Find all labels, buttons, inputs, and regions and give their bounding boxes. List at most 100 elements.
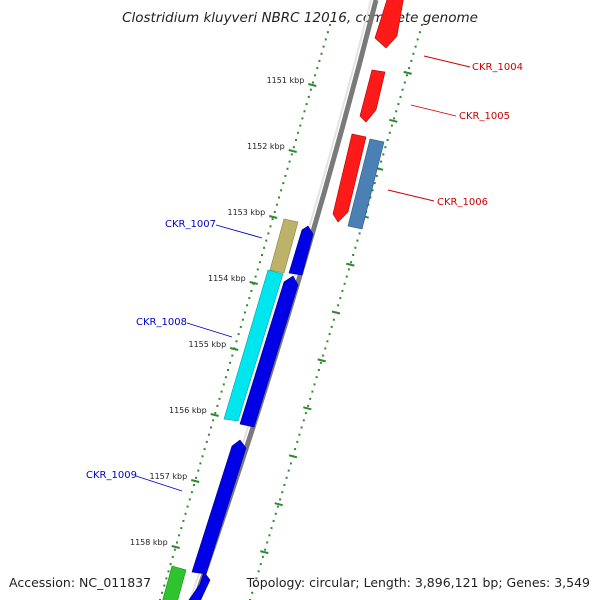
track-dot [307,404,310,407]
track-dot [246,304,249,307]
tick-label: 1156 kbp [169,406,207,415]
track-dot [176,541,178,544]
track-dot [318,59,321,62]
track-dot [305,103,308,106]
track-dot [214,412,217,415]
track-dot [382,153,385,156]
track-dot [299,124,302,127]
track-dot [298,433,301,436]
track-dot [212,419,215,422]
track-dot [288,160,291,163]
gene-label-ckr-1005[interactable]: CKR_1005 [459,111,510,122]
track-dot [401,88,404,91]
track-dot [302,419,305,422]
gene-ckr-1004-arrow[interactable] [374,0,405,49]
gene-ckr-1006-arrow[interactable] [332,133,367,223]
track-dot [178,534,181,537]
track-dot [283,484,286,486]
track-dot [343,282,346,285]
gene-ckr-1009-arrow[interactable] [191,439,247,575]
gene-green-block[interactable] [160,565,187,600]
track-dot [241,318,244,321]
track-dash [389,118,398,123]
gene-label-ckr-1006[interactable]: CKR_1006 [437,197,488,208]
gene-ckr-1005-arrow[interactable] [359,69,386,123]
track-dot [195,476,198,479]
track-dot [231,354,234,357]
track-dot [312,81,314,84]
track-dot [254,275,257,278]
track-dot [397,103,400,106]
gene-label-ckr-1007[interactable]: CKR_1007 [165,219,216,230]
track-dot [267,232,270,235]
track-dot [239,325,242,328]
track-dot [416,38,419,41]
track-dot [339,297,342,300]
track-dot [354,246,357,249]
track-dot [301,117,304,120]
track-dot [324,38,327,41]
track-dot [186,505,189,508]
track-dot [237,333,240,336]
track-dot [418,31,421,34]
track-dot [384,146,387,149]
track-dot [286,167,289,170]
track-dash [331,310,341,315]
track-dot [251,591,254,594]
track-dot [332,318,335,321]
track-dot [218,397,221,400]
gene-next-arrow[interactable] [182,571,211,600]
tick-marks: 1151 kbp 1152 kbp 1153 kbp 1154 kbp 1155 kbp… [130,70,412,555]
track-dot [285,476,288,479]
track-dot [244,311,246,314]
tick-label: 1151 kbp [267,76,305,85]
track-dot [390,124,393,127]
track-dot [326,340,329,343]
track-dot [307,95,310,98]
track-dot [282,182,285,185]
gene-ckr-1007-block[interactable] [269,218,299,274]
track-dot [337,304,340,307]
track-dot [203,448,206,451]
track-dot [408,67,411,70]
track-dot [279,498,282,501]
track-dot [180,527,183,530]
tick-label: 1155 kbp [188,340,226,349]
track-dot [380,160,383,163]
track-dash [403,70,412,75]
track-dot [386,139,389,141]
track-dot [188,498,191,501]
track-dash [303,406,312,411]
tick-dash [190,479,200,483]
track-dot [248,297,251,300]
gene-ckr-1008-block[interactable] [223,269,284,422]
track-dot [309,397,312,400]
gene-ckr-1006b-block[interactable] [347,138,385,230]
track-dot [399,95,402,98]
track-dot [330,325,333,328]
track-dot [322,354,325,357]
track-dot [322,45,325,48]
track-dot [320,52,323,55]
tick-dash [268,215,278,219]
track-dot [274,512,277,515]
track-dot [264,548,267,551]
gene-ckr-1007b-arrow[interactable] [288,225,314,276]
track-dot [197,469,200,472]
track-dot [347,268,350,271]
gene-label-ckr-1004[interactable]: CKR_1004 [472,62,523,73]
track-dot [403,81,406,84]
gene-ckr-1008b-arrow[interactable] [239,275,299,428]
track-dot [165,577,168,580]
track-dot [263,246,266,249]
track-dot [272,519,275,522]
tick-dash [288,149,297,153]
track-dot [222,383,225,386]
tick-dash [171,545,180,549]
track-dash [346,262,355,267]
gene-label-ckr-1009[interactable]: CKR_1009 [86,470,137,481]
track-dot [341,289,344,292]
gene-label-ckr-1008[interactable]: CKR_1008 [136,317,187,328]
track-dot [352,254,355,256]
